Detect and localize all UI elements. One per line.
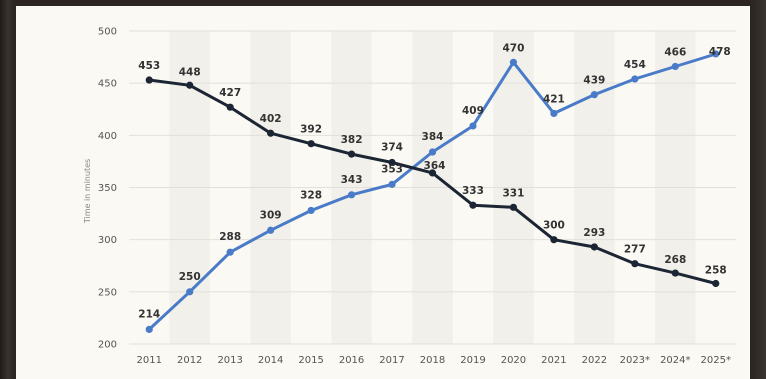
data-point-falling	[509, 203, 518, 211]
data-label-falling: 382	[341, 134, 363, 146]
data-label-falling: 448	[179, 66, 201, 78]
data-label-rising: 250	[179, 271, 201, 283]
data-label-falling: 402	[260, 113, 282, 125]
data-label-rising: 309	[260, 209, 282, 221]
data-label-falling: 258	[705, 264, 727, 276]
y-tick-label: 500	[98, 27, 117, 38]
data-label-falling: 333	[462, 185, 484, 197]
x-tick-label: 2014	[258, 355, 283, 366]
y-axis-ticks: 200 250 300 350 400 450 500	[98, 27, 117, 351]
data-label-rising: 454	[624, 59, 646, 71]
data-label-rising: 470	[502, 42, 524, 54]
y-tick-label: 200	[98, 340, 117, 351]
y-tick-label: 450	[98, 79, 117, 90]
data-label-falling: 453	[138, 60, 160, 72]
data-label-falling: 268	[664, 254, 686, 266]
data-point-rising	[428, 148, 437, 156]
x-tick-label: 2016	[339, 355, 364, 366]
x-tick-label: 2024*	[660, 355, 690, 366]
data-label-falling: 293	[583, 227, 605, 239]
x-tick-label: 2023*	[620, 355, 650, 366]
x-tick-label: 2019	[460, 355, 485, 366]
data-label-rising: 343	[341, 174, 363, 186]
data-label-rising: 353	[381, 163, 403, 175]
data-label-falling: 427	[219, 87, 241, 99]
y-tick-label: 400	[98, 131, 117, 142]
y-tick-label: 250	[98, 287, 117, 298]
data-label-falling: 277	[624, 244, 646, 256]
x-tick-label: 2022	[582, 355, 607, 366]
y-tick-label: 350	[98, 183, 117, 194]
data-point-falling	[590, 243, 598, 251]
data-point-falling	[428, 169, 437, 177]
data-point-falling	[145, 76, 153, 84]
data-point-falling	[631, 260, 639, 268]
data-label-rising: 439	[583, 75, 605, 87]
data-point-falling	[307, 140, 315, 148]
data-point-falling	[671, 269, 679, 277]
data-point-rising	[550, 109, 558, 118]
data-point-rising	[347, 191, 356, 199]
x-tick-label: 2020	[501, 355, 526, 366]
x-axis-ticks: 2011 2012 2013 2014 2015 2016 2017 2018 2019 2020…	[137, 355, 731, 366]
data-point-rising	[469, 122, 477, 130]
data-point-falling	[388, 158, 396, 167]
data-point-falling	[347, 150, 356, 158]
data-label-falling: 374	[381, 141, 403, 153]
data-label-rising: 466	[664, 46, 686, 58]
data-label-rising: 421	[543, 93, 565, 105]
data-point-rising	[631, 75, 639, 83]
data-label-rising: 288	[219, 231, 241, 243]
data-point-rising	[388, 180, 396, 188]
gridlines	[129, 30, 736, 345]
data-point-rising	[590, 91, 598, 99]
data-point-falling	[267, 129, 275, 137]
data-point-rising	[509, 58, 518, 66]
data-point-falling	[186, 81, 194, 89]
data-label-falling: 331	[502, 187, 524, 199]
data-labels-layer: 214 250 288 309 328 343 353 384 409 470 421 439 454 4…	[138, 42, 730, 320]
x-tick-label: 2015	[298, 355, 323, 366]
data-point-rising	[671, 62, 679, 71]
x-tick-label: 2021	[541, 355, 566, 366]
x-tick-label: 2013	[217, 355, 242, 366]
data-point-falling	[469, 201, 477, 209]
data-point-falling	[226, 103, 234, 111]
y-axis-label: Time in minutes	[83, 159, 92, 224]
data-point-rising	[226, 248, 234, 256]
y-tick-label: 300	[98, 235, 117, 246]
data-point-rising	[267, 226, 275, 234]
data-label-rising: 478	[709, 46, 731, 58]
x-tick-label: 2011	[137, 355, 162, 366]
chart-card: 200 250 300 350 400 450 500 2011 2012 2013 2014 20…	[16, 6, 750, 379]
data-label-falling: 392	[300, 124, 322, 136]
data-point-rising	[712, 50, 720, 58]
x-tick-label: 2017	[379, 355, 404, 366]
data-point-rising	[307, 206, 315, 215]
data-label-rising: 409	[462, 105, 484, 117]
data-point-falling	[712, 279, 720, 288]
series-layer	[145, 50, 720, 333]
data-label-rising: 214	[138, 308, 160, 320]
x-tick-label: 2025*	[701, 355, 731, 366]
data-label-falling: 300	[543, 220, 565, 232]
data-label-rising: 328	[300, 189, 322, 201]
data-point-rising	[145, 325, 153, 333]
data-point-falling	[550, 236, 558, 244]
data-label-falling: 364	[424, 160, 446, 172]
x-tick-label: 2018	[420, 355, 445, 366]
x-tick-label: 2012	[177, 355, 202, 366]
data-point-rising	[186, 288, 194, 296]
data-label-rising: 384	[422, 131, 444, 143]
